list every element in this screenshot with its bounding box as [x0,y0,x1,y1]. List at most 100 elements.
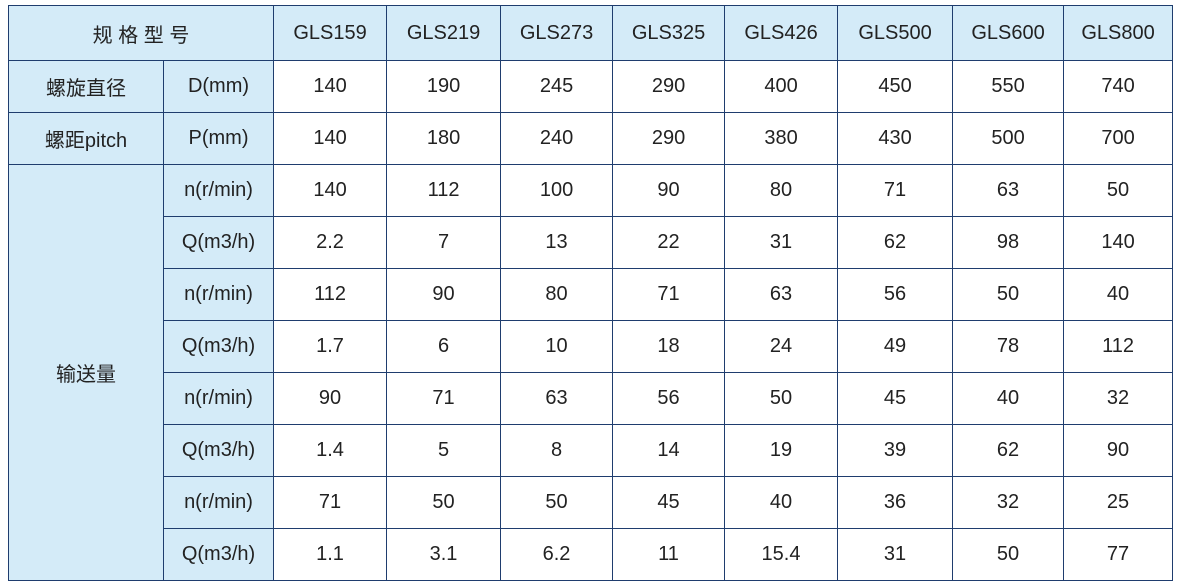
table-row: n(r/min) 90 71 63 56 50 45 40 32 [9,372,1174,425]
value-cell: 31 [837,528,954,581]
value-cell: 98 [952,216,1065,269]
value-cell: 10 [500,320,614,373]
value-cell: 56 [612,372,726,425]
row-label: 螺旋直径 [8,60,164,113]
table-row: Q(m3/h) 1.1 3.1 6.2 11 15.4 31 50 77 [9,528,1174,581]
value-cell: 15.4 [724,528,839,581]
value-cell: 13 [500,216,614,269]
value-cell: 90 [1063,424,1174,477]
value-cell: 71 [273,476,388,529]
table-row: n(r/min) 112 90 80 71 63 56 50 40 [9,268,1174,321]
value-cell: 80 [500,268,614,321]
value-cell: 6 [386,320,502,373]
value-cell: 32 [952,476,1065,529]
value-cell: 90 [612,164,726,217]
value-cell: 63 [724,268,839,321]
value-cell: 25 [1063,476,1174,529]
table-row: 螺旋直径 D(mm) 140 190 245 290 400 450 550 740 [8,60,1174,113]
value-cell: 71 [386,372,502,425]
value-cell: 1.7 [273,320,388,373]
value-cell: 19 [724,424,839,477]
value-cell: 190 [386,60,502,113]
value-cell: 112 [273,268,388,321]
header-title: 规 格 型 号 [7,5,275,61]
row-unit: n(r/min) [162,268,275,321]
value-cell: 500 [952,112,1065,165]
value-cell: 380 [724,112,839,165]
value-cell: 36 [837,476,954,529]
row-unit: n(r/min) [162,372,275,425]
table-row: Q(m3/h) 2.2 7 13 22 31 62 98 140 [9,216,1174,269]
value-cell: 50 [952,268,1065,321]
row-unit: Q(m3/h) [162,528,275,581]
row-unit: D(mm) [162,60,275,113]
value-cell: 71 [837,164,954,217]
value-cell: 7 [386,216,502,269]
table-row: 螺距pitch P(mm) 140 180 240 290 380 430 500 700 [8,112,1174,165]
value-cell: 22 [612,216,726,269]
value-cell: 49 [837,320,954,373]
value-cell: 45 [837,372,954,425]
value-cell: 50 [500,476,614,529]
model-header: GLS273 [500,5,614,61]
row-unit: n(r/min) [162,164,275,217]
value-cell: 40 [1063,268,1174,321]
value-cell: 11 [612,528,726,581]
value-cell: 140 [1063,216,1174,269]
model-header: GLS219 [386,5,502,61]
value-cell: 50 [952,528,1065,581]
value-cell: 90 [273,372,388,425]
table-row: 规 格 型 号 GLS159 GLS219 GLS273 GLS325 GLS426 GLS… [7,5,1174,61]
value-cell: 112 [1063,320,1174,373]
value-cell: 40 [952,372,1065,425]
value-cell: 1.4 [273,424,388,477]
value-cell: 180 [386,112,502,165]
row-unit: Q(m3/h) [162,424,275,477]
value-cell: 50 [1063,164,1174,217]
row-unit: Q(m3/h) [162,320,275,373]
model-header: GLS600 [952,5,1065,61]
value-cell: 5 [386,424,502,477]
table-row: 输送量 n(r/min) 140 112 100 90 80 71 63 50 [8,164,1174,581]
value-cell: 62 [952,424,1065,477]
value-cell: 14 [612,424,726,477]
value-cell: 24 [724,320,839,373]
value-cell: 18 [612,320,726,373]
value-cell: 32 [1063,372,1174,425]
value-cell: 140 [273,112,388,165]
value-cell: 550 [952,60,1065,113]
value-cell: 140 [273,164,388,217]
value-cell: 45 [612,476,726,529]
value-cell: 80 [724,164,839,217]
row-unit: P(mm) [162,112,275,165]
value-cell: 56 [837,268,954,321]
model-header: GLS426 [724,5,839,61]
table-row: Q(m3/h) 1.7 6 10 18 24 49 78 112 [9,320,1174,373]
value-cell: 50 [386,476,502,529]
value-cell: 39 [837,424,954,477]
value-cell: 245 [500,60,614,113]
spec-table: 规 格 型 号 GLS159 GLS219 GLS273 GLS325 GLS426 GLS… [7,5,1174,581]
group-label: 输送量 [8,164,164,581]
row-unit: Q(m3/h) [162,216,275,269]
value-cell: 31 [724,216,839,269]
row-label: 螺距pitch [8,112,164,165]
value-cell: 8 [500,424,614,477]
value-cell: 50 [724,372,839,425]
value-cell: 2.2 [273,216,388,269]
table-row: Q(m3/h) 1.4 5 8 14 19 39 62 90 [9,424,1174,477]
value-cell: 90 [386,268,502,321]
value-cell: 100 [500,164,614,217]
value-cell: 700 [1063,112,1174,165]
model-header: GLS159 [273,5,388,61]
row-unit: n(r/min) [162,476,275,529]
value-cell: 63 [500,372,614,425]
value-cell: 400 [724,60,839,113]
value-cell: 240 [500,112,614,165]
model-header: GLS800 [1063,5,1174,61]
value-cell: 112 [386,164,502,217]
value-cell: 71 [612,268,726,321]
value-cell: 290 [612,60,726,113]
value-cell: 62 [837,216,954,269]
